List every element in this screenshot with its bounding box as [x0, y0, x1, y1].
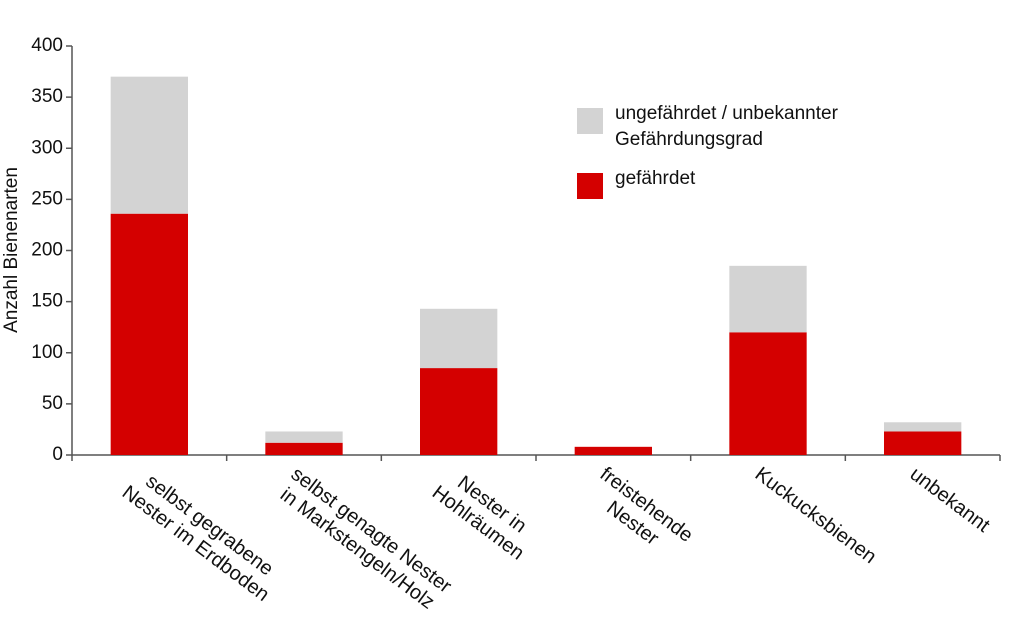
y-tick-label: 350 — [31, 86, 63, 107]
bar-segment — [265, 431, 343, 443]
legend-label: ungefährdet / unbekannter Gefährdungsgra… — [615, 103, 838, 150]
bar-segment — [420, 308, 498, 369]
y-tick-label: 200 — [31, 240, 63, 261]
bar-segment — [110, 76, 188, 214]
y-tick-label: 300 — [31, 137, 63, 158]
y-tick-label: 150 — [31, 291, 63, 312]
bar-segment — [574, 446, 652, 455]
bar-segment — [110, 213, 188, 455]
legend-swatch — [577, 173, 603, 199]
legend-swatch — [577, 108, 603, 134]
y-axis-title: Anzahl Bienenarten — [1, 167, 22, 333]
y-tick-label: 400 — [31, 35, 63, 56]
legend-label: gefährdet — [615, 168, 696, 189]
y-tick-label: 100 — [31, 342, 63, 363]
bar-segment — [729, 265, 807, 333]
bar-segment — [729, 332, 807, 455]
bar-segment — [884, 422, 962, 432]
y-tick-label: 50 — [42, 393, 63, 414]
bar-segment — [884, 431, 962, 455]
bar-segment — [265, 442, 343, 455]
bar-segment — [420, 368, 498, 455]
y-tick-label: 250 — [31, 188, 63, 209]
y-tick-label: 0 — [52, 444, 63, 465]
